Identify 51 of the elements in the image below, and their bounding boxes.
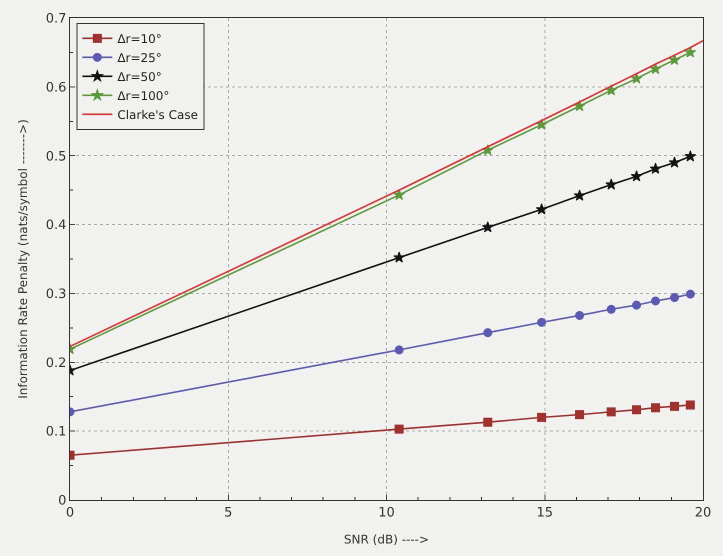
point <box>686 400 695 410</box>
point <box>670 293 680 302</box>
point <box>605 178 618 190</box>
y-tick-label: 0.3 <box>46 286 66 302</box>
x-tick-label: 20 <box>694 506 712 521</box>
point <box>668 54 680 66</box>
point <box>650 162 662 174</box>
point <box>686 290 695 299</box>
point <box>668 156 680 168</box>
y-tick-label: 0.1 <box>46 424 66 440</box>
point <box>394 345 404 354</box>
legend-label: Δr=25° <box>117 51 162 65</box>
x-tick-label: 15 <box>536 506 554 521</box>
y-tick-label: 0 <box>58 494 66 509</box>
point <box>483 328 492 338</box>
legend-label: Δr=10° <box>117 32 162 46</box>
point <box>684 46 696 58</box>
point <box>684 150 696 162</box>
point <box>606 407 616 416</box>
point <box>575 410 584 420</box>
point <box>536 203 548 214</box>
point <box>650 62 662 74</box>
point <box>575 310 584 320</box>
point <box>537 412 546 422</box>
point <box>632 405 642 414</box>
point <box>632 300 642 310</box>
point <box>393 252 405 263</box>
point <box>651 403 660 412</box>
legend-label: Δr=100° <box>117 89 170 103</box>
point <box>574 190 586 201</box>
point <box>482 221 494 232</box>
point <box>651 296 660 306</box>
point <box>630 72 642 84</box>
point <box>393 188 405 200</box>
x-tick-label: 5 <box>224 506 232 521</box>
legend-label: Clarke's Case <box>117 108 198 122</box>
point <box>606 304 616 314</box>
x-tick-label: 10 <box>378 506 395 521</box>
y-tick-label: 0.2 <box>46 356 66 371</box>
y-tick-label: 0.6 <box>46 80 66 96</box>
point <box>394 424 404 434</box>
y-axis-title: Information Rate Penalty (nats/symbol ------->) <box>16 119 30 399</box>
point <box>537 318 546 327</box>
point <box>670 402 680 411</box>
point <box>630 170 642 182</box>
y-tick-label: 0.4 <box>46 218 66 234</box>
legend-label: Δr=50° <box>117 70 162 84</box>
y-tick-label: 0.7 <box>46 12 66 27</box>
x-axis-title: SNR (dB) ----> <box>344 532 430 546</box>
y-tick-label: 0.5 <box>46 149 66 164</box>
point <box>483 418 492 427</box>
